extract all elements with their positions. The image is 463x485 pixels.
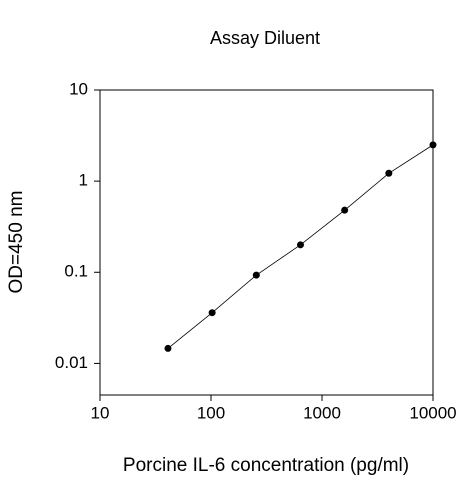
y-tick-label: 10 [69, 79, 88, 98]
y-tick-label: 1 [79, 171, 88, 190]
data-point [164, 344, 172, 352]
y-axis-label: OD=450 nm [6, 191, 27, 294]
chart-title: Assay Diluent [210, 28, 320, 48]
data-point [252, 271, 260, 279]
plot-frame [99, 89, 434, 396]
data-point [296, 241, 304, 249]
x-tick-label: 10000 [409, 403, 456, 422]
y-tick-label: 0.01 [55, 353, 88, 372]
x-tick-label: 100 [197, 403, 225, 422]
x-axis-label: Porcine IL-6 concentration (pg/ml) [123, 455, 409, 476]
y-tick-label: 0.1 [64, 262, 88, 281]
x-tick-label: 1000 [303, 403, 341, 422]
data-point [208, 309, 216, 317]
data-point [385, 169, 393, 177]
x-tick-label: 10 [91, 403, 110, 422]
data-point [429, 141, 437, 149]
data-point [341, 206, 349, 214]
